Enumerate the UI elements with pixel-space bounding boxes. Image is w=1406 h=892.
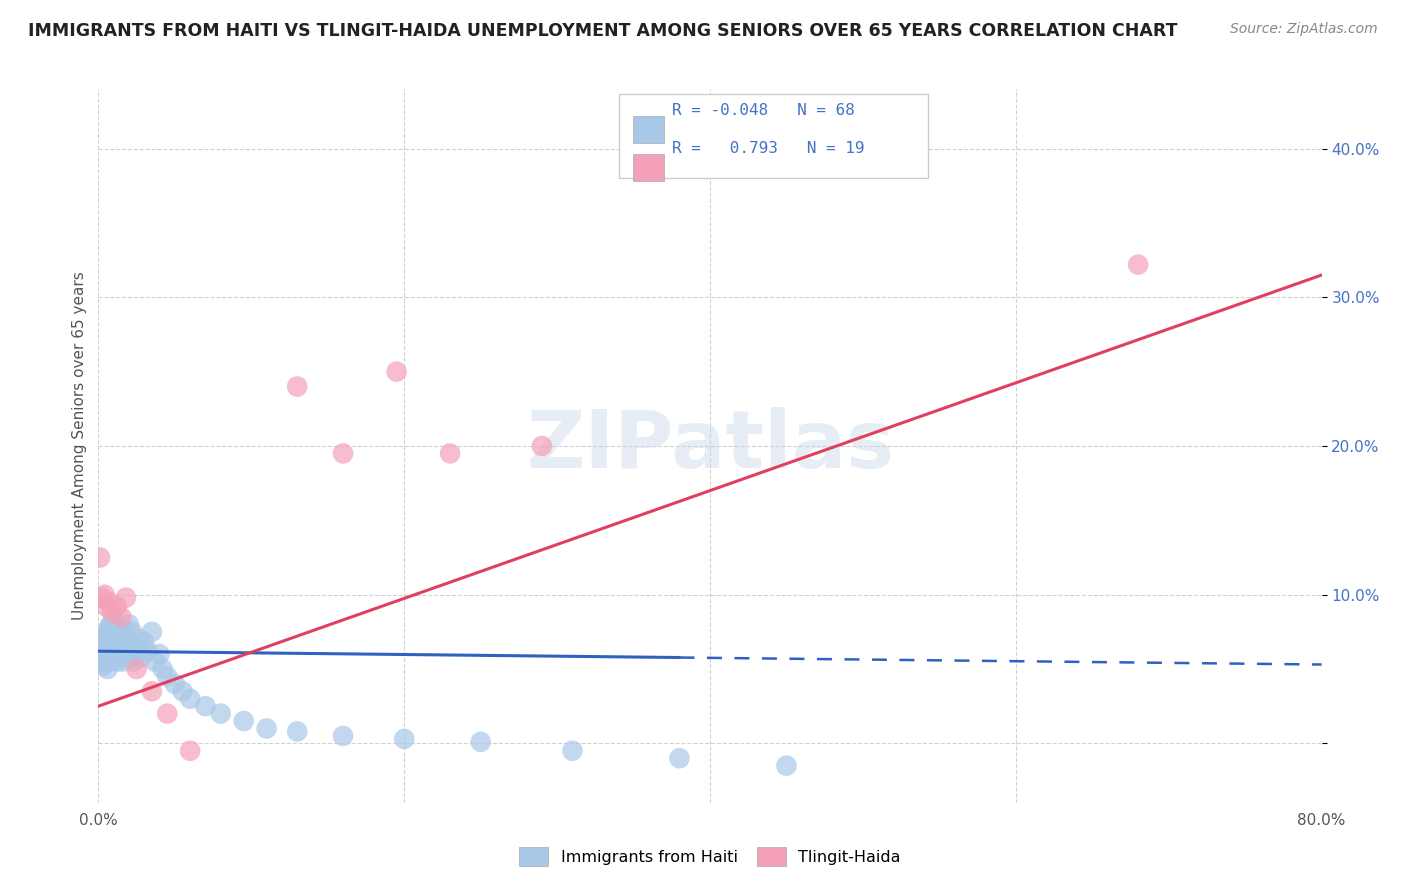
Point	[97, 662, 120, 676]
Point	[90, 591, 112, 605]
Point	[775, 758, 797, 772]
Point	[94, 629, 117, 643]
Point	[209, 706, 232, 721]
Point	[111, 655, 134, 669]
Point	[100, 635, 122, 649]
Point	[172, 684, 194, 698]
Point	[104, 624, 127, 639]
Text: R = -0.048   N = 68: R = -0.048 N = 68	[672, 103, 855, 118]
Point	[101, 606, 124, 620]
Point	[101, 629, 124, 643]
Point	[93, 588, 115, 602]
Point	[149, 647, 172, 661]
Point	[90, 650, 112, 665]
Point	[285, 724, 308, 739]
Point	[90, 640, 112, 654]
Point	[122, 655, 145, 669]
Point	[129, 650, 152, 665]
Point	[103, 647, 125, 661]
Point	[134, 635, 156, 649]
Point	[163, 677, 186, 691]
Point	[120, 650, 142, 665]
Point	[141, 624, 163, 639]
Point	[194, 699, 217, 714]
Point	[110, 620, 132, 634]
Point	[117, 640, 139, 654]
Point	[118, 617, 141, 632]
Point	[156, 669, 179, 683]
Text: IMMIGRANTS FROM HAITI VS TLINGIT-HAIDA UNEMPLOYMENT AMONG SENIORS OVER 65 YEARS : IMMIGRANTS FROM HAITI VS TLINGIT-HAIDA U…	[28, 22, 1178, 40]
Text: Source: ZipAtlas.com: Source: ZipAtlas.com	[1230, 22, 1378, 37]
Point	[125, 662, 148, 676]
Point	[97, 624, 120, 639]
Text: R =   0.793   N = 19: R = 0.793 N = 19	[672, 141, 865, 156]
Point	[179, 744, 201, 758]
Point	[107, 629, 129, 643]
Point	[115, 644, 138, 658]
Point	[530, 439, 553, 453]
Point	[103, 632, 125, 647]
Point	[98, 595, 121, 609]
Point	[89, 655, 111, 669]
Point	[100, 650, 122, 665]
Point	[94, 640, 117, 654]
Point	[128, 632, 150, 647]
Point	[332, 446, 354, 460]
Point	[392, 731, 416, 746]
Point	[124, 647, 146, 661]
Point	[97, 644, 120, 658]
Point	[232, 714, 254, 728]
Point	[107, 650, 129, 665]
Point	[285, 379, 308, 393]
Point	[125, 640, 148, 654]
Point	[89, 550, 111, 565]
Y-axis label: Unemployment Among Seniors over 65 years: Unemployment Among Seniors over 65 years	[72, 272, 87, 620]
Point	[121, 624, 143, 639]
Point	[105, 599, 128, 614]
Point	[143, 655, 166, 669]
Point	[470, 735, 492, 749]
Point	[110, 647, 132, 661]
Point	[94, 599, 117, 614]
Point	[385, 365, 408, 379]
Point	[110, 610, 132, 624]
Point	[439, 446, 461, 460]
Point	[136, 644, 159, 658]
Point	[179, 691, 201, 706]
Point	[561, 744, 583, 758]
Point	[98, 620, 121, 634]
Text: ZIPatlas: ZIPatlas	[526, 407, 894, 485]
Point	[100, 617, 122, 632]
Point	[105, 655, 128, 669]
Point	[156, 706, 179, 721]
Point	[105, 635, 128, 649]
Point	[108, 640, 131, 654]
Point	[256, 722, 278, 736]
Point	[141, 684, 163, 698]
Point	[101, 644, 124, 658]
Point	[91, 659, 114, 673]
Point	[668, 751, 690, 765]
Point	[332, 729, 354, 743]
Point	[1128, 258, 1150, 272]
Point	[104, 640, 127, 654]
Point	[152, 662, 174, 676]
Point	[94, 650, 117, 665]
Point	[98, 655, 121, 669]
Point	[103, 615, 125, 629]
Point	[93, 632, 115, 647]
Point	[115, 591, 138, 605]
Legend: Immigrants from Haiti, Tlingit-Haida: Immigrants from Haiti, Tlingit-Haida	[519, 847, 901, 866]
Point	[91, 647, 114, 661]
Point	[91, 635, 114, 649]
Point	[112, 632, 135, 647]
Point	[118, 635, 141, 649]
Point	[98, 642, 121, 657]
Point	[93, 655, 115, 669]
